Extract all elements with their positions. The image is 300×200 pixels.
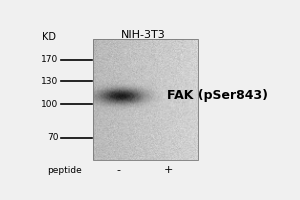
- Text: 100: 100: [41, 100, 58, 109]
- Text: -: -: [117, 165, 121, 175]
- Text: 170: 170: [41, 55, 58, 64]
- Text: peptide: peptide: [47, 166, 82, 175]
- Text: KD: KD: [42, 32, 56, 42]
- Text: +: +: [164, 165, 173, 175]
- Text: 130: 130: [41, 77, 58, 86]
- Text: 70: 70: [47, 133, 58, 142]
- Bar: [93, 39, 198, 160]
- Text: FAK (pSer843): FAK (pSer843): [167, 89, 268, 102]
- Text: NIH-3T3: NIH-3T3: [121, 30, 166, 40]
